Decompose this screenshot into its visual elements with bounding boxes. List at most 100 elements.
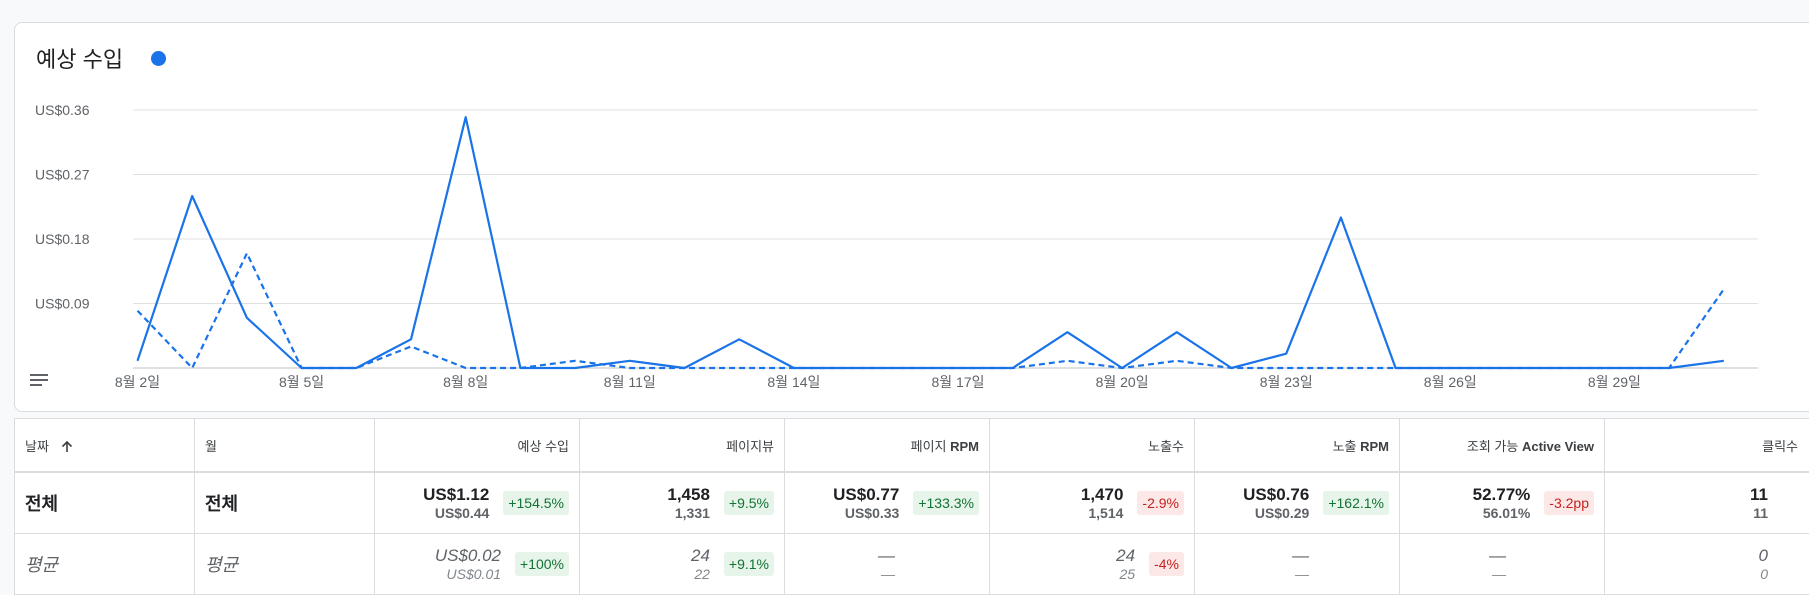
average-clicks-value: 0 — [1759, 546, 1768, 566]
average-revenue-compare: US$0.01 — [435, 566, 501, 582]
total-date-label: 전체 — [25, 494, 58, 514]
x-tick-label: 8월 2일 — [115, 374, 160, 390]
average-impression-rpm-compare: — — [1292, 566, 1309, 582]
average-impression-rpm-value: — — [1292, 546, 1309, 566]
header-page-rpm-suffix: RPM — [950, 439, 979, 454]
header-clicks-label: 클릭수 — [1762, 439, 1798, 454]
average-revenue-value: US$0.02 — [435, 546, 501, 566]
total-impression-rpm-delta-badge: +162.1% — [1323, 491, 1389, 515]
average-impressions-value: 24 — [1116, 546, 1135, 566]
total-revenue-delta-badge: +154.5% — [503, 491, 569, 515]
average-date-cell: 평균 — [15, 534, 195, 595]
header-month[interactable]: 월 — [195, 419, 375, 473]
table-header-row: 날짜 월 예상 수입 페이지뷰 페이지 RPM 노출수 노출 RPM 조회 가능… — [15, 419, 1809, 473]
header-active-view-label: 조회 가능 — [1467, 439, 1522, 454]
total-active-view-compare: 56.01% — [1473, 505, 1531, 521]
total-pageviews-compare: 1,331 — [667, 505, 710, 521]
total-month-cell: 전체 — [195, 472, 375, 534]
y-tick-label: US$0.36 — [35, 102, 90, 118]
header-revenue-label: 예상 수입 — [518, 439, 569, 454]
header-page-rpm-label: 페이지 — [911, 439, 951, 454]
header-date-label: 날짜 — [25, 439, 49, 454]
average-page-rpm-compare: — — [878, 566, 895, 582]
y-tick-label: US$0.18 — [35, 231, 90, 247]
average-page-rpm-cell: —— — [785, 534, 990, 595]
average-active-view-compare: — — [1489, 566, 1506, 582]
total-active-view-value: 52.77% — [1473, 485, 1531, 505]
header-clicks[interactable]: 클릭수 — [1605, 419, 1809, 473]
header-revenue[interactable]: 예상 수입 — [375, 419, 580, 473]
total-clicks-compare: 11 — [1750, 505, 1768, 521]
x-tick-label: 8월 29일 — [1588, 374, 1641, 390]
x-tick-label: 8월 11일 — [604, 374, 656, 390]
average-pageviews-compare: 22 — [691, 566, 710, 582]
total-page-rpm-compare: US$0.33 — [833, 505, 899, 521]
average-active-view-cell: —— — [1400, 534, 1605, 595]
total-date-cell: 전체 — [15, 472, 195, 534]
total-impressions-delta-badge: -2.9% — [1137, 491, 1184, 515]
average-month-cell: 평균 — [195, 534, 375, 595]
total-clicks-value: 11 — [1750, 485, 1768, 505]
header-impressions-label: 노출수 — [1148, 439, 1184, 454]
y-tick-label: US$0.09 — [35, 296, 90, 312]
total-page-rpm-value: US$0.77 — [833, 485, 899, 505]
total-pageviews-delta-badge: +9.5% — [724, 491, 774, 515]
comparison-series-line — [138, 253, 1724, 368]
total-revenue-compare: US$0.44 — [423, 505, 489, 521]
average-impressions-delta-badge: -4% — [1149, 552, 1184, 576]
average-pageviews-delta-badge: +9.1% — [724, 552, 774, 576]
x-tick-label: 8월 17일 — [931, 374, 984, 390]
total-month-label: 전체 — [205, 494, 238, 514]
x-tick-label: 8월 20일 — [1096, 374, 1149, 390]
total-active-view-delta-badge: -3.2pp — [1544, 491, 1594, 515]
average-impressions-compare: 25 — [1116, 566, 1135, 582]
total-pageviews-value: 1,458 — [667, 485, 710, 505]
total-impression-rpm-value: US$0.76 — [1243, 485, 1309, 505]
average-page-rpm-value: — — [878, 546, 895, 566]
header-date[interactable]: 날짜 — [15, 419, 195, 473]
x-tick-label: 8월 23일 — [1260, 374, 1313, 390]
total-revenue-value: US$1.12 — [423, 485, 489, 505]
total-impressions-value: 1,470 — [1081, 485, 1124, 505]
revenue-line-chart: US$0.09 US$0.18 US$0.27 US$0.36 8월 2일 8월 5일 8월… — [0, 0, 1809, 400]
header-pageviews-label: 페이지뷰 — [726, 439, 774, 454]
x-tick-label: 8월 5일 — [279, 374, 324, 390]
total-impression-rpm-compare: US$0.29 — [1243, 505, 1309, 521]
stats-table: 날짜 월 예상 수입 페이지뷰 페이지 RPM 노출수 노출 RPM 조회 가능… — [14, 418, 1809, 595]
x-tick-label: 8월 14일 — [767, 374, 820, 390]
average-date-label: 평균 — [25, 555, 58, 575]
y-tick-label: US$0.27 — [35, 167, 90, 183]
header-pageviews[interactable]: 페이지뷰 — [580, 419, 785, 473]
header-page-rpm[interactable]: 페이지 RPM — [785, 419, 990, 473]
total-page-rpm-delta-badge: +133.3% — [913, 491, 979, 515]
sort-arrow-up-icon — [61, 441, 73, 453]
average-month-label: 평균 — [205, 555, 238, 575]
header-impression-rpm-label: 노출 — [1333, 439, 1361, 454]
average-pageviews-value: 24 — [691, 546, 710, 566]
chart-menu-icon[interactable] — [30, 373, 48, 389]
header-active-view[interactable]: 조회 가능 Active View — [1400, 419, 1605, 473]
average-impression-rpm-cell: —— — [1195, 534, 1400, 595]
header-impression-rpm-suffix: RPM — [1360, 439, 1389, 454]
average-active-view-value: — — [1489, 546, 1506, 566]
header-impressions[interactable]: 노출수 — [990, 419, 1195, 473]
average-revenue-delta-badge: +100% — [515, 552, 569, 576]
header-active-view-suffix: Active View — [1522, 439, 1594, 454]
x-tick-label: 8월 26일 — [1424, 374, 1477, 390]
x-tick-label: 8월 8일 — [443, 374, 488, 390]
header-impression-rpm[interactable]: 노출 RPM — [1195, 419, 1400, 473]
total-impressions-compare: 1,514 — [1081, 505, 1124, 521]
average-clicks-compare: 0 — [1759, 566, 1768, 582]
